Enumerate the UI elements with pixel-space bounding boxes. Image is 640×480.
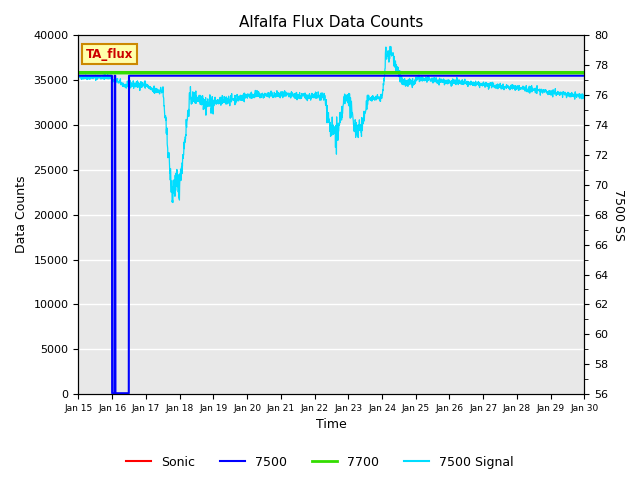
Y-axis label: Data Counts: Data Counts	[15, 176, 28, 253]
X-axis label: Time: Time	[316, 419, 347, 432]
Legend: Sonic, 7500, 7700, 7500 Signal: Sonic, 7500, 7700, 7500 Signal	[121, 451, 519, 474]
Title: Alfalfa Flux Data Counts: Alfalfa Flux Data Counts	[239, 15, 424, 30]
Text: TA_flux: TA_flux	[86, 48, 133, 61]
Y-axis label: 7500 SS: 7500 SS	[612, 189, 625, 241]
